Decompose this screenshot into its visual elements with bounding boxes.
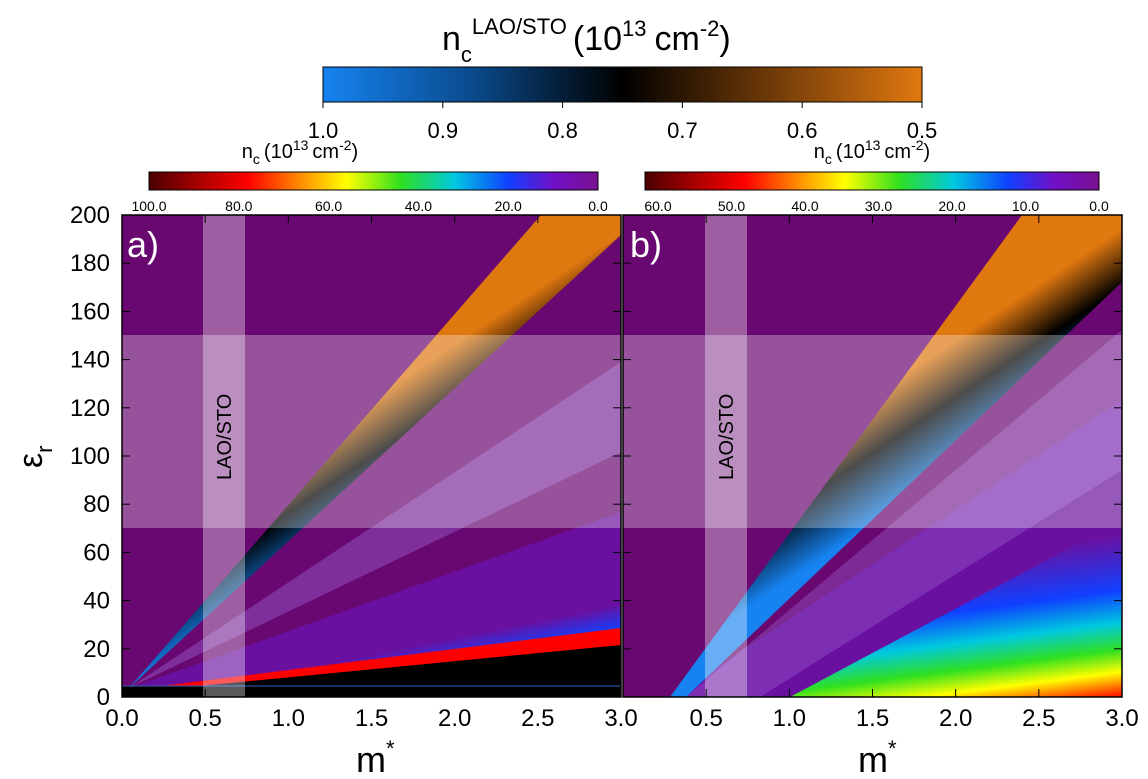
panel-b-rainbow-fan bbox=[790, 520, 1122, 697]
colorbar-tick-label: 0.0 bbox=[1089, 198, 1109, 214]
panel-b-lao-sto-label: LAO/STO bbox=[716, 394, 738, 480]
y-tick-label: 140 bbox=[70, 347, 110, 374]
panel-b-horizontal-highlight bbox=[623, 335, 1122, 528]
panel-b-lao-sto-highlight bbox=[705, 215, 747, 697]
top-colorbar-tick-label: 0.6 bbox=[787, 118, 818, 143]
colorbar-b bbox=[644, 171, 1100, 191]
y-tick-label: 60 bbox=[83, 539, 110, 566]
panel-a-lao-sto-label: LAO/STO bbox=[214, 394, 236, 480]
x-tick-label: 1.0 bbox=[773, 705, 806, 732]
colorbar-tick-label: 40.0 bbox=[791, 198, 818, 214]
x-axis-b-label: m* bbox=[858, 736, 897, 779]
panel-a-horizontal-highlight bbox=[122, 335, 621, 528]
colorbar-a-title: nc (1013 cm-2) bbox=[242, 137, 358, 167]
y-tick-label: 120 bbox=[70, 395, 110, 422]
panel-b-nc-band bbox=[670, 215, 1122, 697]
panel-b-nc-band-light bbox=[686, 330, 1122, 697]
x-axis-b-ticks: 0.5 1.0 1.5 2.0 2.5 3.0 bbox=[689, 215, 1139, 732]
panel-a-black-corner bbox=[200, 645, 621, 686]
top-colorbar-tick-label: 0.7 bbox=[667, 118, 698, 143]
top-colorbar-ticks: 1.0 0.9 0.8 0.7 0.6 0.5 bbox=[308, 102, 938, 143]
y-tick-label: 80 bbox=[83, 491, 110, 518]
x-tick-label: 1.0 bbox=[272, 705, 305, 732]
y-tick-label: 200 bbox=[70, 202, 110, 229]
panel-a-label: a) bbox=[127, 224, 159, 265]
colorbar-tick-label: 80.0 bbox=[225, 198, 252, 214]
top-colorbar-tick-label: 0.9 bbox=[428, 118, 459, 143]
x-tick-label: 1.5 bbox=[856, 705, 889, 732]
x-tick-label: 2.0 bbox=[939, 705, 972, 732]
top-colorbar bbox=[322, 66, 923, 103]
y-axis-ticks: 0 20 40 60 80 100 120 140 160 180 200 bbox=[70, 202, 1122, 711]
top-colorbar-tick-label: 0.5 bbox=[907, 118, 938, 143]
x-tick-label: 3.0 bbox=[1105, 705, 1138, 732]
x-tick-label: 2.5 bbox=[1022, 705, 1055, 732]
x-axis-a-label: m* bbox=[356, 736, 395, 779]
y-tick-label: 0 bbox=[97, 684, 110, 711]
colorbar-tick-label: 0.0 bbox=[588, 198, 608, 214]
x-axis-a-ticks: 0.0 0.5 1.0 1.5 2.0 2.5 3.0 bbox=[105, 215, 638, 732]
y-axis-label: εr bbox=[12, 446, 57, 469]
colorbar-b-title: nc (1013 cm-2) bbox=[814, 137, 930, 167]
colorbar-a bbox=[148, 171, 599, 191]
panel-a-lao-sto-highlight bbox=[203, 215, 245, 697]
top-colorbar-tick-label: 0.8 bbox=[547, 118, 578, 143]
panel-a-nc-band bbox=[129, 215, 621, 688]
x-tick-label: 0.0 bbox=[105, 705, 138, 732]
colorbar-tick-label: 20.0 bbox=[495, 198, 522, 214]
colorbar-tick-label: 30.0 bbox=[865, 198, 892, 214]
y-tick-label: 160 bbox=[70, 298, 110, 325]
top-colorbar-tick-label: 1.0 bbox=[308, 118, 339, 143]
y-tick-label: 180 bbox=[70, 250, 110, 277]
x-tick-label: 1.5 bbox=[355, 705, 388, 732]
y-tick-label: 20 bbox=[83, 636, 110, 663]
colorbar-tick-label: 100.0 bbox=[131, 198, 166, 214]
panel-a-nc-band-light bbox=[129, 362, 621, 688]
colorbar-tick-label: 10.0 bbox=[1012, 198, 1039, 214]
colorbar-tick-label: 60.0 bbox=[315, 198, 342, 214]
panel-a-red-edge bbox=[130, 628, 621, 692]
x-tick-label: 0.5 bbox=[188, 705, 221, 732]
x-tick-label: 0.5 bbox=[689, 705, 722, 732]
colorbar-tick-label: 40.0 bbox=[405, 198, 432, 214]
panel-b-label: b) bbox=[630, 224, 662, 265]
colorbar-a-ticks: 100.0 80.0 60.0 40.0 20.0 0.0 bbox=[131, 198, 607, 214]
y-tick-label: 40 bbox=[83, 588, 110, 615]
panel-a-plot bbox=[122, 215, 621, 697]
x-tick-label: 2.5 bbox=[521, 705, 554, 732]
x-tick-label: 2.0 bbox=[438, 705, 471, 732]
y-tick-label: 100 bbox=[70, 443, 110, 470]
colorbar-tick-label: 20.0 bbox=[938, 198, 965, 214]
colorbar-b-ticks: 60.0 50.0 40.0 30.0 20.0 10.0 0.0 bbox=[644, 198, 1109, 214]
colorbar-tick-label: 60.0 bbox=[644, 198, 671, 214]
x-tick-label: 3.0 bbox=[604, 705, 637, 732]
panel-b-plot bbox=[623, 215, 1122, 697]
top-colorbar-title: ncLAO/STO (1013 cm-2) bbox=[442, 14, 731, 67]
colorbar-tick-label: 50.0 bbox=[718, 198, 745, 214]
